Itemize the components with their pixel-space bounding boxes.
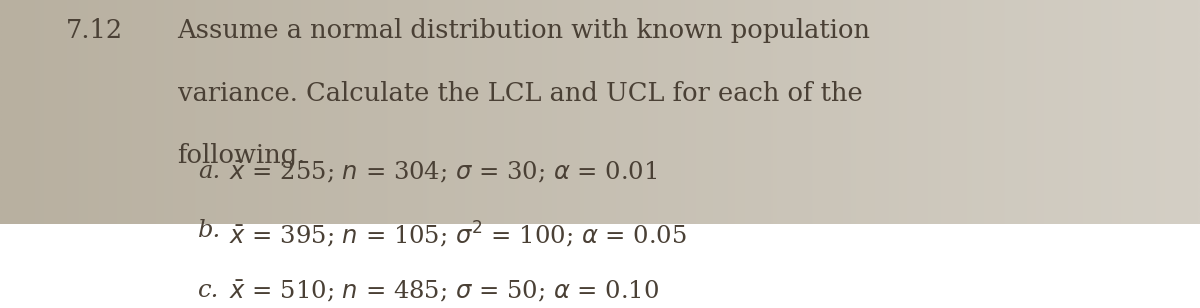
Text: variance. Calculate the LCL and UCL for each of the: variance. Calculate the LCL and UCL for … bbox=[178, 81, 863, 106]
Text: $\bar{x}$ = 395; $n$ = 105; $\sigma^2$ = 100; $\alpha$ = 0.05: $\bar{x}$ = 395; $n$ = 105; $\sigma^2$ =… bbox=[222, 219, 686, 250]
Text: 7.12: 7.12 bbox=[66, 18, 124, 43]
Text: c.: c. bbox=[198, 279, 220, 302]
Text: Assume a normal distribution with known population: Assume a normal distribution with known … bbox=[178, 18, 871, 43]
Text: following.: following. bbox=[178, 143, 306, 168]
Text: $\bar{x}$ = 510; $n$ = 485; $\sigma$ = 50; $\alpha$ = 0.10: $\bar{x}$ = 510; $n$ = 485; $\sigma$ = 5… bbox=[222, 279, 659, 305]
Text: b.: b. bbox=[198, 219, 221, 242]
Text: $\bar{x}$ = 255; $n$ = 304; $\sigma$ = 30; $\alpha$ = 0.01: $\bar{x}$ = 255; $n$ = 304; $\sigma$ = 3… bbox=[222, 160, 658, 186]
Text: a.: a. bbox=[198, 160, 221, 183]
